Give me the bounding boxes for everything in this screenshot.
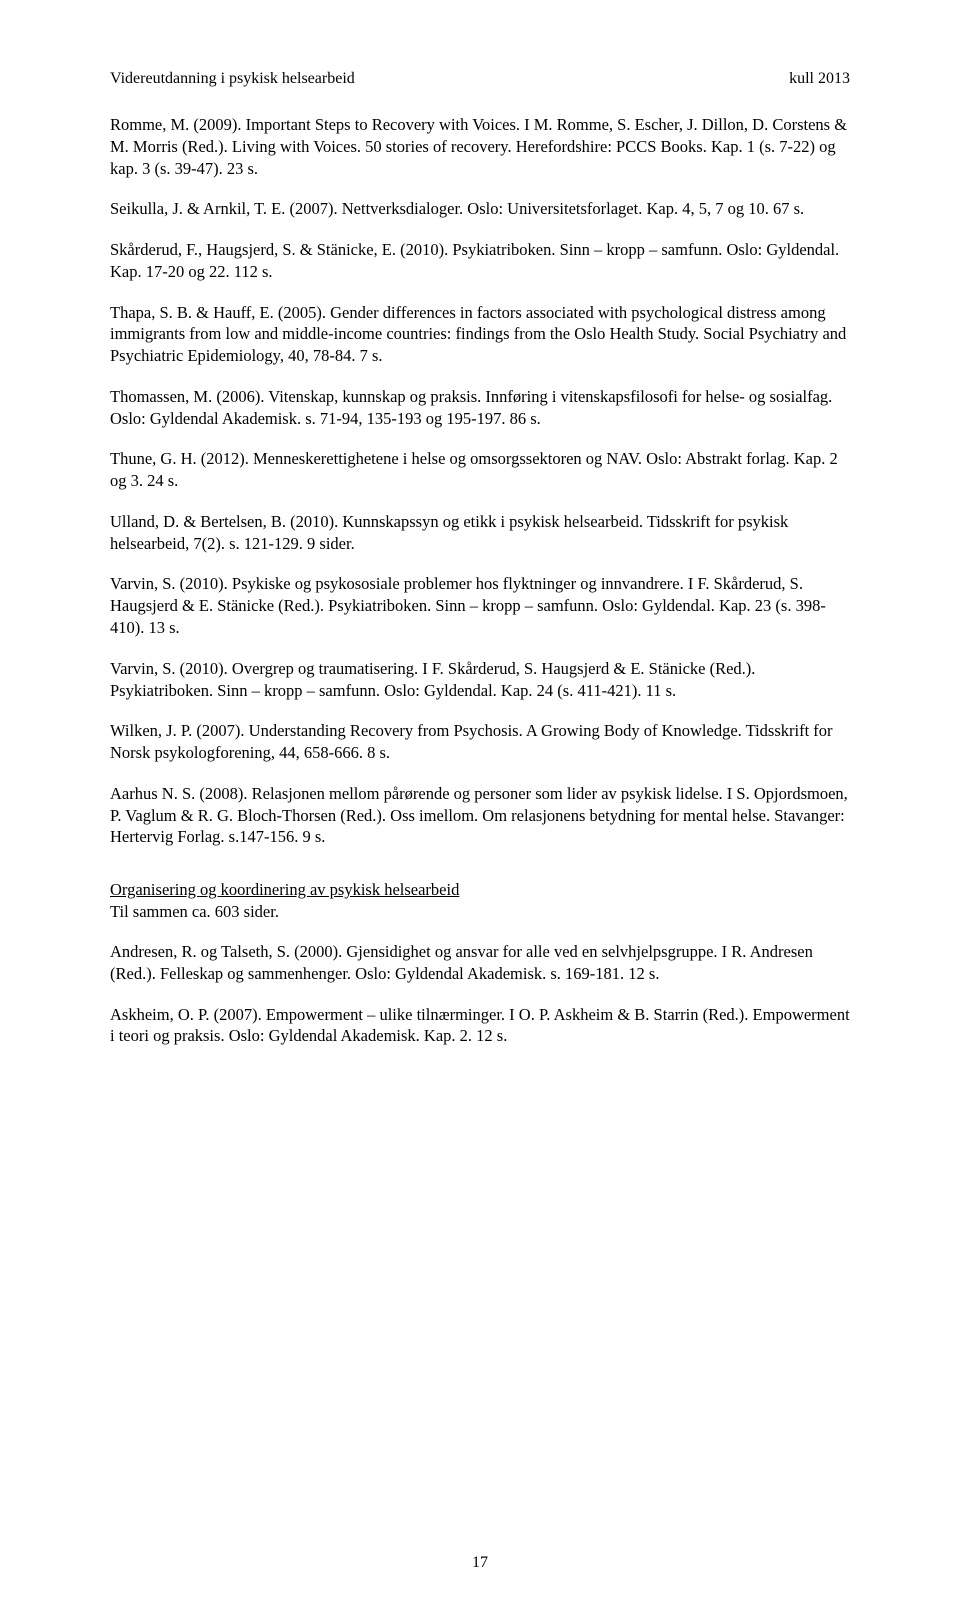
reference-entry: Andresen, R. og Talseth, S. (2000). Gjen… bbox=[110, 941, 850, 985]
reference-entry: Thapa, S. B. & Hauff, E. (2005). Gender … bbox=[110, 302, 850, 367]
reference-entry: Wilken, J. P. (2007). Understanding Reco… bbox=[110, 720, 850, 764]
reference-entry: Thune, G. H. (2012). Menneskerettigheten… bbox=[110, 448, 850, 492]
section-subtext: Til sammen ca. 603 sider. bbox=[110, 902, 850, 922]
reference-entry: Askheim, O. P. (2007). Empowerment – uli… bbox=[110, 1004, 850, 1048]
page-header: Videreutdanning i psykisk helsearbeid ku… bbox=[110, 70, 850, 88]
reference-entry: Skårderud, F., Haugsjerd, S. & Stänicke,… bbox=[110, 239, 850, 283]
header-right: kull 2013 bbox=[789, 70, 850, 88]
reference-entry: Romme, M. (2009). Important Steps to Rec… bbox=[110, 114, 850, 179]
page-number: 17 bbox=[0, 1554, 960, 1572]
reference-entry: Aarhus N. S. (2008). Relasjonen mellom p… bbox=[110, 783, 850, 848]
section-heading: Organisering og koordinering av psykisk … bbox=[110, 880, 850, 900]
reference-entry: Seikulla, J. & Arnkil, T. E. (2007). Net… bbox=[110, 198, 850, 220]
header-left: Videreutdanning i psykisk helsearbeid bbox=[110, 70, 355, 88]
reference-entry: Ulland, D. & Bertelsen, B. (2010). Kunns… bbox=[110, 511, 850, 555]
page: Videreutdanning i psykisk helsearbeid ku… bbox=[0, 0, 960, 1620]
reference-entry: Varvin, S. (2010). Overgrep og traumatis… bbox=[110, 658, 850, 702]
reference-entry: Thomassen, M. (2006). Vitenskap, kunnska… bbox=[110, 386, 850, 430]
reference-entry: Varvin, S. (2010). Psykiske og psykososi… bbox=[110, 573, 850, 638]
